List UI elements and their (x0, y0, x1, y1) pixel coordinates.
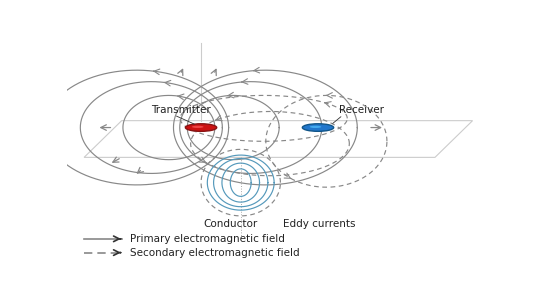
Text: Transmitter: Transmitter (151, 105, 211, 115)
Text: Receiver: Receiver (339, 105, 384, 115)
Ellipse shape (302, 124, 334, 131)
Text: Secondary electromagnetic field: Secondary electromagnetic field (130, 248, 300, 257)
Text: Primary electromagnetic field: Primary electromagnetic field (130, 234, 285, 244)
Ellipse shape (192, 126, 204, 128)
Ellipse shape (185, 124, 217, 131)
Ellipse shape (309, 126, 321, 128)
Text: Conductor: Conductor (203, 218, 258, 229)
Text: Eddy currents: Eddy currents (282, 218, 355, 229)
